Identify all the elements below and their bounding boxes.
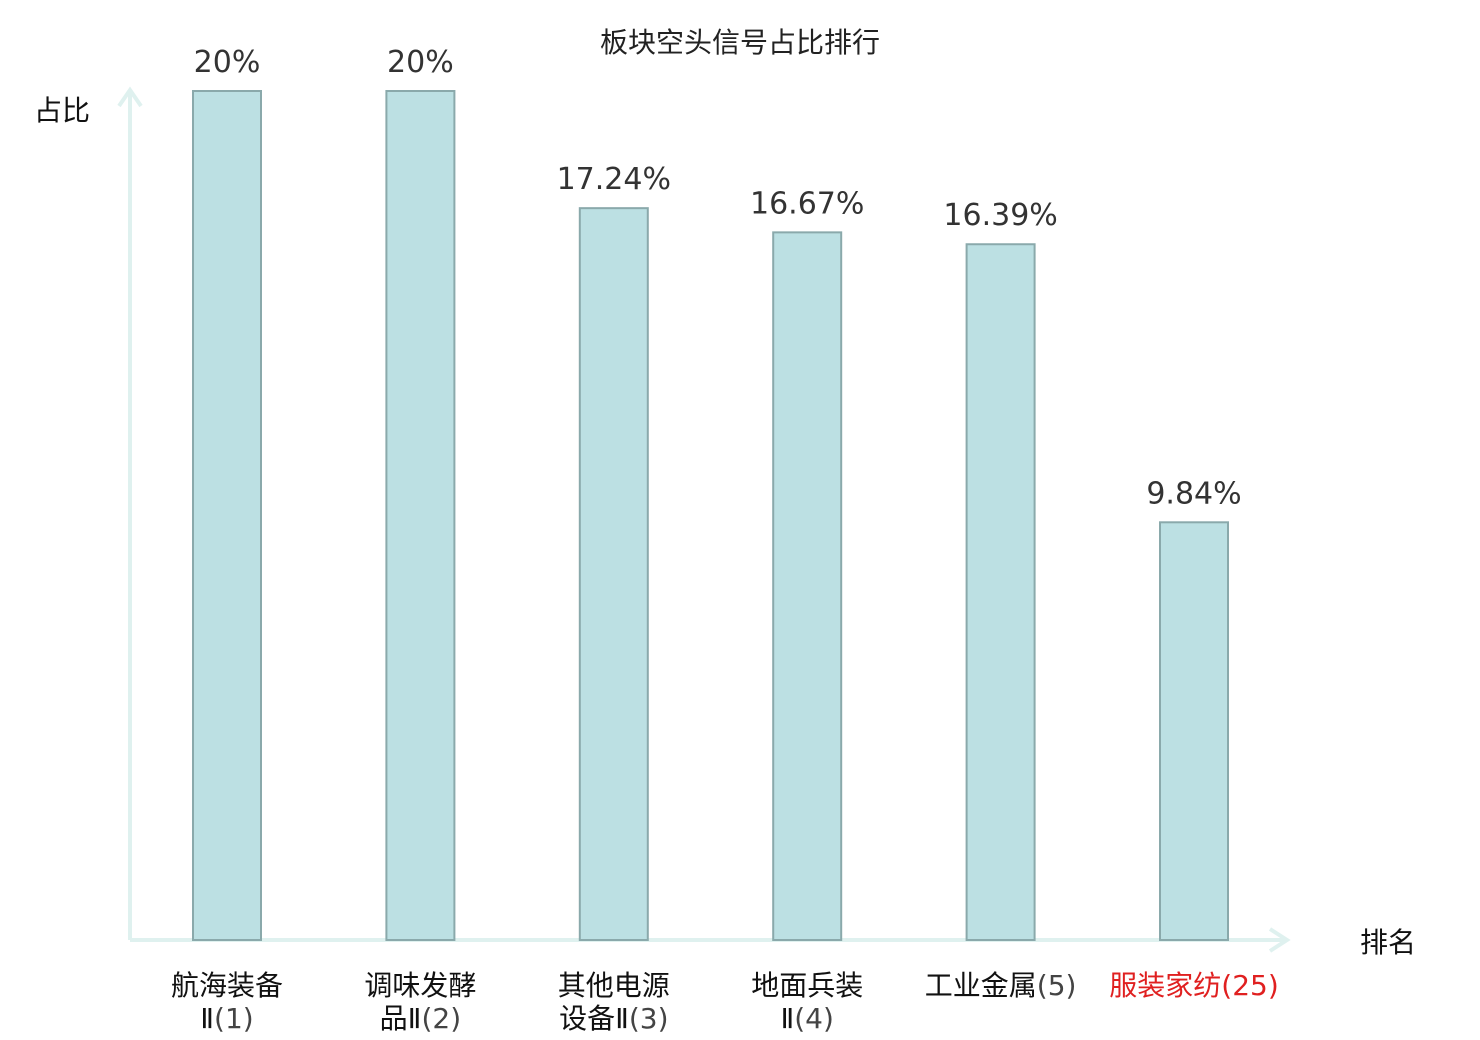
category-label: 服装家纺(25) bbox=[1109, 969, 1279, 1002]
bar bbox=[385, 90, 456, 941]
bar bbox=[192, 90, 262, 941]
category-labels: 航海装备 Ⅱ(1) 调味发酵品Ⅱ(2) 其他电源设备Ⅱ(3) 地面兵装 Ⅱ(4) 工业金属(… bbox=[171, 969, 1279, 1035]
category-label: 航海装备 Ⅱ(1) bbox=[171, 969, 283, 1035]
category-label: 其他电源设备Ⅱ(3) bbox=[558, 969, 670, 1035]
bar-value-label: 20% bbox=[194, 45, 261, 80]
value-labels: 20% 20% 17.24% 16.67% 16.39% 9.84% bbox=[194, 45, 1242, 511]
bar bbox=[772, 231, 843, 941]
bars bbox=[192, 90, 1229, 942]
y-axis-label: 占比 bbox=[34, 94, 90, 127]
bar-value-label: 17.24% bbox=[557, 162, 671, 197]
category-label: 工业金属(5) bbox=[925, 969, 1077, 1002]
x-axis-arrow-icon bbox=[1268, 927, 1291, 953]
category-label: 调味发酵品Ⅱ(2) bbox=[364, 969, 476, 1035]
bar bbox=[578, 207, 649, 942]
bar bbox=[1159, 521, 1229, 941]
bar-value-label: 16.67% bbox=[750, 186, 864, 221]
bar-value-label: 16.39% bbox=[943, 198, 1057, 233]
x-axis-label: 排名 bbox=[1360, 926, 1416, 959]
category-label: 地面兵装 Ⅱ(4) bbox=[751, 969, 863, 1035]
axes bbox=[117, 86, 1291, 953]
bar-value-label: 9.84% bbox=[1146, 476, 1241, 511]
bar bbox=[965, 243, 1036, 941]
chart-title: 板块空头信号占比排行 bbox=[600, 26, 880, 59]
y-axis-arrow-icon bbox=[117, 86, 143, 108]
bar-value-label: 20% bbox=[387, 45, 454, 80]
